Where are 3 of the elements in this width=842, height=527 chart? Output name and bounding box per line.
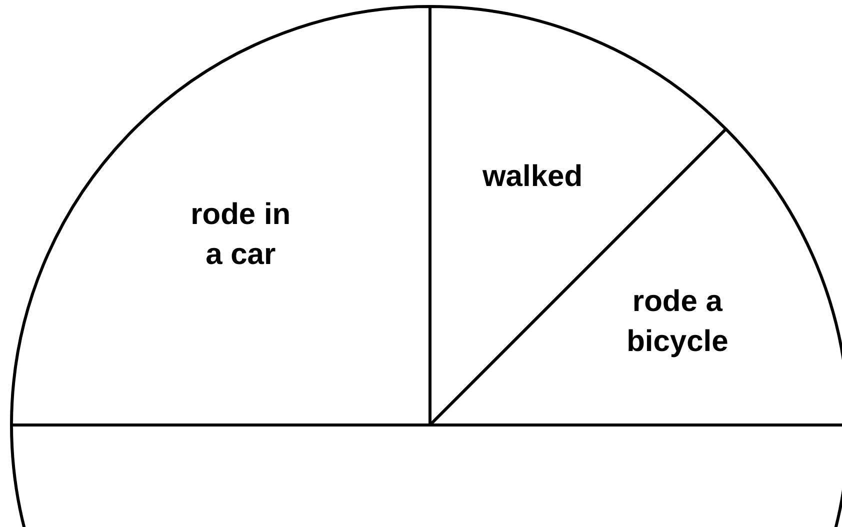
slice-label: walked (481, 160, 583, 193)
slice-label: rode in a car (190, 198, 291, 271)
slice-label: rode a bicycle (626, 284, 728, 358)
